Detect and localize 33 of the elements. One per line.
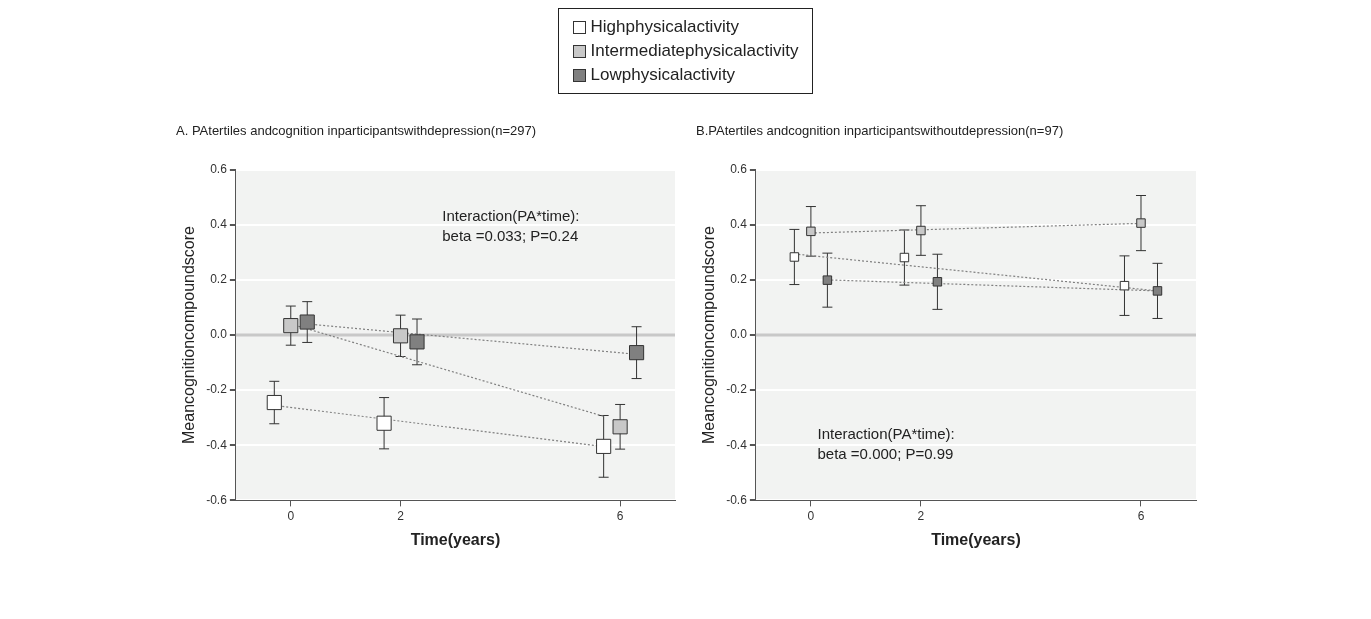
- x-axis-title: Time(years): [930, 530, 1021, 548]
- legend-label: Highphysicalactivity: [590, 17, 739, 37]
- x-tick-label: 0: [807, 508, 815, 523]
- x-tick-label: 0: [286, 508, 294, 523]
- y-tick-label: 0.2: [209, 272, 227, 287]
- x-tick-label: 6: [616, 508, 624, 523]
- y-tick-label: 0.0: [209, 327, 227, 342]
- chart-title: B.PAtertiles andcognition inparticipantswithoutdepression(n=97): [695, 123, 1063, 139]
- chart-title: A. PAtertiles andcognition inparticipantswithdepression(n=297): [175, 123, 536, 139]
- annotation: beta =0.000; P=0.99: [816, 445, 953, 463]
- y-axis-title: Meancognitioncompoundscore: [699, 225, 717, 444]
- y-tick-label: -0.2: [725, 382, 747, 397]
- annotation: beta =0.033; P=0.24: [441, 226, 578, 244]
- annotation: Interaction(PA*time):: [441, 206, 580, 224]
- y-tick-label: 0.2: [729, 272, 747, 287]
- legend-label: Intermediatephysicalactivity: [590, 41, 799, 61]
- y-tick-label: 0.6: [209, 161, 227, 176]
- y-tick-label: -0.4: [205, 437, 227, 452]
- legend-label: Lowphysicalactivity: [590, 65, 736, 85]
- x-axis-title: Time(years): [410, 530, 500, 548]
- y-tick-label: 0.6: [729, 161, 747, 176]
- x-tick-label: 2: [917, 508, 925, 523]
- y-tick-label: -0.2: [205, 382, 227, 397]
- x-tick-label: 6: [1137, 508, 1145, 523]
- annotation: Interaction(PA*time):: [816, 425, 955, 443]
- y-tick-label: -0.4: [725, 437, 747, 452]
- y-tick-label: -0.6: [725, 492, 747, 507]
- x-tick-label: 2: [396, 508, 404, 523]
- y-axis-title: Meancognitioncompoundscore: [179, 225, 197, 444]
- y-tick-label: -0.6: [205, 492, 227, 507]
- y-tick-label: 0.4: [729, 217, 747, 232]
- y-tick-label: 0.0: [729, 327, 747, 342]
- y-tick-label: 0.4: [209, 217, 227, 232]
